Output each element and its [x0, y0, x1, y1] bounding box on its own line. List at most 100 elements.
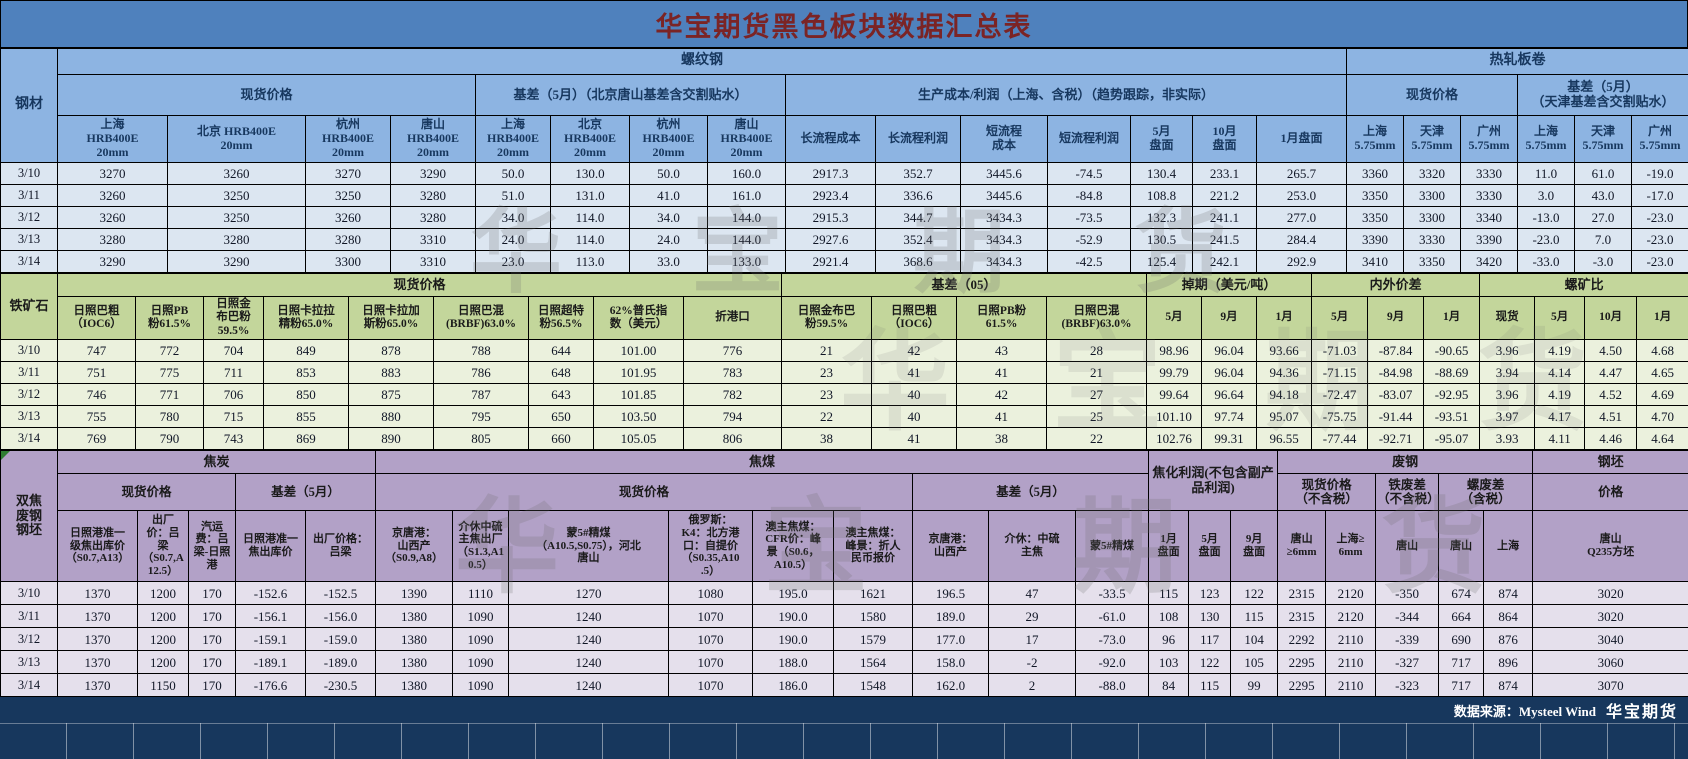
value-cell: 1240	[508, 627, 670, 651]
value-cell: 4.51	[1584, 405, 1638, 428]
value-cell: 3260	[57, 206, 168, 229]
column-header: 唐山	[1375, 510, 1440, 582]
value-cell: -92.0	[1075, 650, 1150, 674]
value-cell: 3.93	[1479, 427, 1536, 450]
value-cell: 190.0	[752, 604, 835, 628]
value-cell: 93.66	[1256, 339, 1313, 362]
value-cell: 189.0	[912, 604, 990, 628]
value-cell: 743	[203, 427, 264, 450]
column-header: 日照金布巴 粉59.5%	[781, 296, 873, 340]
value-cell: 3360	[1346, 162, 1404, 185]
band-coking-coal: 焦煤	[375, 450, 1150, 474]
value-cell: 874	[1483, 673, 1534, 697]
value-cell: -84.98	[1367, 361, 1425, 384]
table-row: 3/13 1370 1200 170 -189.1 -189.0 1380 1090 1240 1…	[0, 650, 1688, 674]
date-cell: 3/10	[0, 339, 58, 362]
steel-table: 钢材 螺纹钢 热轧板卷 现货价格 基差（5月）（北京唐山基差含交割贴水） 生产成…	[0, 48, 1688, 273]
value-cell: 41	[956, 361, 1048, 384]
value-cell: 41	[956, 405, 1048, 428]
value-cell: 41	[871, 361, 958, 384]
value-cell: 221.2	[1192, 184, 1257, 207]
value-cell: -52.9	[1047, 228, 1131, 251]
value-cell: 265.7	[1256, 162, 1347, 185]
value-cell: 2	[988, 673, 1077, 697]
value-cell: 769	[57, 427, 136, 450]
value-cell: 40	[871, 405, 958, 428]
value-cell: 368.6	[875, 250, 961, 273]
value-cell: 3300	[305, 250, 391, 273]
value-cell: 3.96	[1479, 339, 1536, 362]
value-cell: 1370	[57, 604, 138, 628]
column-header: 日照PB 粉61.5%	[135, 296, 204, 340]
value-cell: 1090	[452, 650, 510, 674]
value-cell: 775	[135, 361, 204, 384]
value-cell: 706	[203, 383, 264, 406]
value-cell: 3040	[1532, 627, 1688, 651]
date-cell: 3/12	[0, 627, 58, 651]
value-cell: 795	[433, 405, 529, 428]
column-header: 日照巴粗 （IOC6）	[57, 296, 136, 340]
value-cell: 1580	[833, 604, 914, 628]
value-cell: 648	[528, 361, 594, 384]
value-cell: 160.0	[707, 162, 786, 185]
value-cell: -95.07	[1423, 427, 1481, 450]
value-cell: 1370	[57, 673, 138, 697]
table-row: 3/12 3260 3250 3260 3280 34.0 114.0 34.0 144.0 29…	[0, 206, 1688, 229]
value-cell: 875	[348, 383, 434, 406]
value-cell: -83.07	[1367, 383, 1425, 406]
value-cell: -344	[1375, 604, 1440, 628]
group-rebar-scrap-diff: 螺废差 （含税）	[1438, 473, 1534, 511]
date-cell: 3/10	[0, 162, 58, 185]
value-cell: -71.03	[1311, 339, 1369, 362]
value-cell: 3420	[1460, 250, 1518, 273]
value-cell: -19.0	[1630, 162, 1688, 185]
value-cell: 344.7	[875, 206, 961, 229]
value-cell: 1090	[452, 604, 510, 628]
value-cell: 1270	[508, 581, 670, 605]
column-header: 日照巴粗 （IOC6）	[871, 296, 958, 340]
table-row: 3/11 751 775 711 853 883 786 648 101.95 783 23 41 41…	[0, 361, 1688, 384]
date-cell: 3/14	[0, 427, 58, 450]
column-header: 北京 HRB400E 20mm	[550, 115, 630, 163]
footer-text: 数据来源：Mysteel Wind 华宝期货	[0, 697, 1688, 723]
value-cell: 3390	[1346, 228, 1404, 251]
value-cell: 3280	[167, 228, 306, 251]
value-cell: 1070	[668, 650, 754, 674]
group-iron-spread: 内外价差	[1311, 273, 1481, 297]
column-header: 蒙5#精煤 （A10.5,S0.75），河北 唐山	[508, 510, 670, 582]
value-cell: 3280	[305, 228, 391, 251]
date-cell: 3/11	[0, 604, 58, 628]
value-cell: 27	[1046, 383, 1148, 406]
column-header: 日照卡拉加 斯粉65.0%	[348, 296, 434, 340]
value-cell: 1564	[833, 650, 914, 674]
value-cell: 2921.4	[785, 250, 876, 273]
iron-rows: 3/10 747 772 704 849 878 788 644 101.00 776 21 42 43…	[0, 339, 1688, 450]
table-row: 3/13 755 780 715 855 880 795 650 103.50 794 22 40 41…	[0, 405, 1688, 428]
value-cell: 61.0	[1574, 162, 1632, 185]
value-cell: -339	[1375, 627, 1440, 651]
footer: 数据来源：Mysteel Wind 华宝期货	[0, 697, 1688, 759]
value-cell: 855	[263, 405, 349, 428]
value-cell: 170	[188, 673, 236, 697]
value-cell: 1240	[508, 650, 670, 674]
value-cell: -23.0	[1630, 206, 1688, 229]
column-header: 1月	[1636, 296, 1688, 340]
value-cell: 1380	[375, 604, 454, 628]
value-cell: -84.8	[1047, 184, 1131, 207]
column-header: 10月	[1584, 296, 1638, 340]
value-cell: 162.0	[912, 673, 990, 697]
value-cell: 1370	[57, 627, 138, 651]
value-cell: 3330	[1460, 162, 1518, 185]
value-cell: 253.0	[1256, 184, 1347, 207]
value-cell: -327	[1375, 650, 1440, 674]
value-cell: 4.19	[1534, 383, 1586, 406]
value-cell: 3350	[1403, 250, 1461, 273]
value-cell: 3445.6	[960, 184, 1048, 207]
value-cell: 115	[1188, 673, 1232, 697]
value-cell: 43.0	[1574, 184, 1632, 207]
value-cell: 41	[871, 427, 958, 450]
page-title-text: 华宝期货黑色板块数据汇总表	[655, 11, 1033, 42]
value-cell: 352.7	[875, 162, 961, 185]
value-cell: 101.00	[593, 339, 684, 362]
value-cell: 23	[781, 383, 873, 406]
